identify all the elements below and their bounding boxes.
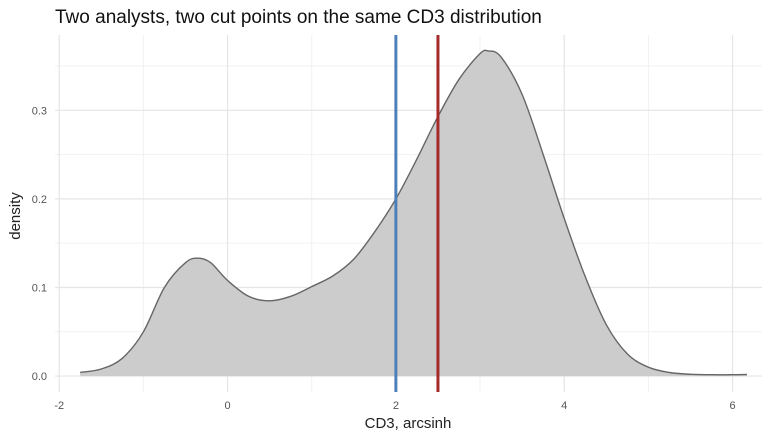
x-tick-labels: -2 0 2 4 6	[54, 400, 735, 412]
cut-point-lines	[394, 35, 440, 392]
density-curve	[80, 49, 747, 376]
y-tick-label: 0.2	[32, 194, 47, 206]
x-tick-label: 2	[393, 400, 399, 412]
x-tick-label: -2	[54, 400, 64, 412]
density-area	[80, 50, 747, 377]
x-tick-label: 0	[224, 400, 230, 412]
y-tick-labels: 0.0 0.1 0.2 0.3	[32, 105, 47, 383]
y-tick-label: 0.3	[32, 105, 47, 117]
y-tick-label: 0.0	[32, 371, 47, 383]
x-tick-label: 6	[729, 400, 735, 412]
x-axis-title: CD3, arcsinh	[365, 415, 452, 432]
y-tick-label: 0.1	[32, 282, 47, 294]
x-tick-label: 4	[561, 400, 567, 412]
density-area-layer	[80, 49, 747, 377]
chart-title: Two analysts, two cut points on the same…	[55, 7, 542, 28]
y-axis-title: density	[7, 192, 24, 240]
